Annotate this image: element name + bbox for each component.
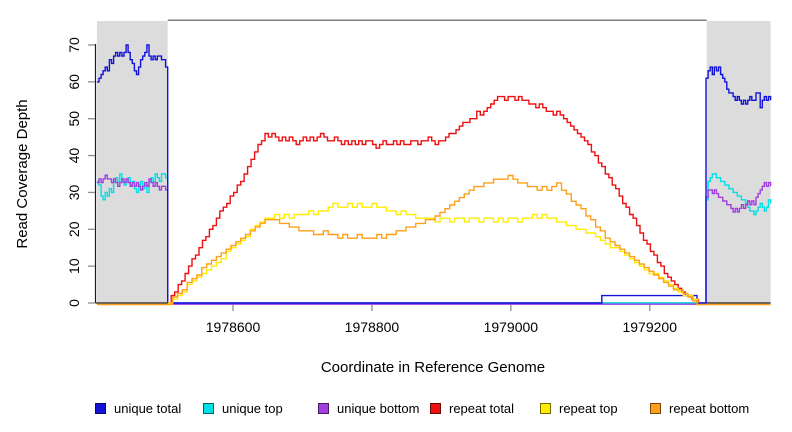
legend-item-unique-total: unique total	[95, 398, 181, 418]
y-tick-label: 40	[66, 148, 82, 164]
unique-bottom-swatch-icon	[318, 402, 329, 414]
x-axis-title: Coordinate in Reference Genome	[321, 359, 545, 376]
legend: unique total unique top unique bottom re…	[0, 398, 792, 420]
y-tick-label: 20	[66, 221, 82, 237]
legend-item-unique-bottom: unique bottom	[318, 398, 419, 418]
series-unique-bottom	[96, 174, 772, 305]
y-tick-label: 50	[66, 111, 82, 127]
shaded-region-left-flank	[96, 21, 168, 303]
legend-label: repeat bottom	[669, 400, 750, 416]
legend-label: unique bottom	[337, 400, 420, 416]
y-tick-label: 60	[66, 74, 82, 90]
series-unique-top	[96, 173, 772, 304]
y-tick-label: 30	[66, 184, 82, 200]
y-axis-title: Read Coverage Depth	[14, 99, 31, 248]
shaded-region-right-flank	[706, 21, 771, 303]
y-tick-label: 0	[66, 299, 82, 307]
series-repeat-top	[167, 202, 699, 304]
legend-item-repeat-bottom: repeat bottom	[650, 398, 749, 418]
plot-layers: 1978600 1978800 1979000 1979200 0 10 20 30 40 50 6…	[66, 19, 772, 335]
y-tick-label: 70	[66, 37, 82, 53]
x-tick-label: 1978800	[345, 319, 400, 335]
legend-item-unique-top: unique top	[203, 398, 283, 418]
repeat-total-swatch-icon	[430, 402, 441, 414]
legend-label: repeat total	[449, 400, 515, 416]
x-tick-label: 1979000	[484, 319, 539, 335]
repeat-top-swatch-icon	[540, 402, 551, 414]
unique-top-swatch-icon	[203, 402, 214, 414]
x-tick-label: 1978600	[206, 319, 261, 335]
legend-item-repeat-top: repeat top	[540, 398, 618, 418]
repeat-bottom-swatch-icon	[650, 402, 661, 414]
series-repeat-total	[167, 95, 700, 304]
legend-label: unique top	[222, 400, 283, 416]
unique-total-swatch-icon	[95, 402, 106, 414]
y-tick-label: 10	[66, 258, 82, 274]
x-tick-label: 1979200	[622, 319, 677, 335]
legend-label: unique total	[114, 400, 182, 416]
series-unique-total	[96, 44, 772, 304]
legend-label: repeat top	[559, 400, 618, 416]
series-repeat-bottom	[96, 174, 771, 306]
legend-item-repeat-total: repeat total	[430, 398, 514, 418]
